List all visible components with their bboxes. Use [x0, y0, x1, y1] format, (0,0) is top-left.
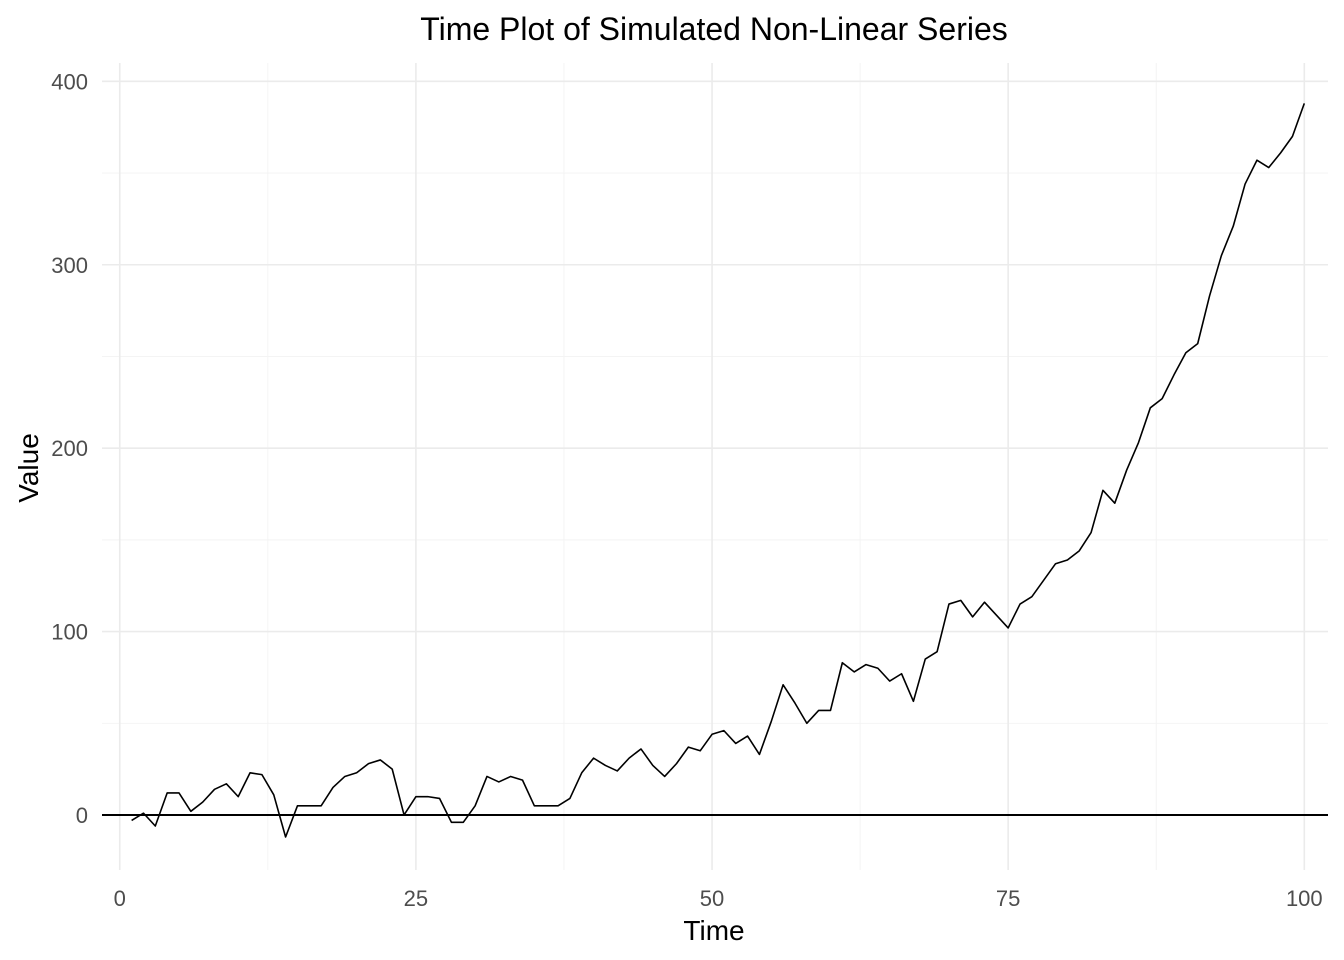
y-tick-label: 0	[76, 803, 88, 828]
y-tick-label: 100	[51, 620, 88, 645]
grid-lines	[102, 63, 1328, 870]
y-tick-label: 400	[51, 69, 88, 94]
y-tick-label: 200	[51, 436, 88, 461]
chart-title: Time Plot of Simulated Non-Linear Series	[420, 11, 1008, 47]
x-tick-label: 0	[114, 886, 126, 911]
x-axis-title: Time	[683, 915, 744, 946]
y-axis-title: Value	[13, 433, 44, 503]
x-tick-label: 75	[996, 886, 1020, 911]
y-tick-label: 300	[51, 253, 88, 278]
x-tick-label: 100	[1286, 886, 1323, 911]
series-line	[131, 103, 1306, 838]
tick-labels: 0 25 50 75 100 0 100 200 300 400	[51, 69, 1322, 911]
x-tick-label: 50	[700, 886, 724, 911]
x-tick-label: 25	[404, 886, 428, 911]
